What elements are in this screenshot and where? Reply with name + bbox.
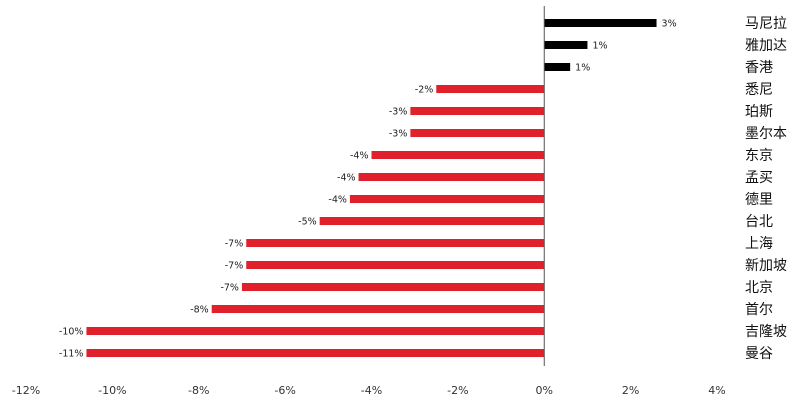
bar-13 xyxy=(241,283,545,291)
bar-3 xyxy=(544,63,571,71)
value-labels-group: 3% 1%1% -2% -3% -3% -4% -4% -4% -5% -7% -7% -7% -8% -… xyxy=(59,19,677,360)
category-label-6: 墨尔本 xyxy=(745,126,787,142)
category-label-3: 香港 xyxy=(745,60,773,76)
x-tick-label-9: 4% xyxy=(708,384,725,397)
x-tick-label-2: -10% xyxy=(98,384,126,397)
bar-9 xyxy=(349,195,545,203)
x-axis-ticks-group: -12% -10% -8% -6% -4% -2% 0% 2% 4% xyxy=(12,384,726,397)
bar-15 xyxy=(86,327,545,335)
x-tick-label-8: 2% xyxy=(622,384,639,397)
bar-1 xyxy=(544,19,657,27)
value-label-6: -3% xyxy=(389,129,408,140)
value-label-11: -7% xyxy=(225,239,244,250)
bar-5 xyxy=(410,107,545,115)
value-label-13: -7% xyxy=(220,283,239,294)
bar-12 xyxy=(246,261,545,269)
bar-16 xyxy=(86,349,545,357)
category-label-5: 珀斯 xyxy=(745,104,773,120)
category-label-4: 悉尼 xyxy=(745,82,773,98)
category-label-7: 东京 xyxy=(745,148,773,164)
value-label-3: 1% xyxy=(575,63,590,74)
bar-2 xyxy=(544,41,588,49)
category-label-14: 首尔 xyxy=(745,302,773,318)
category-label-2: 雅加达 xyxy=(745,38,787,54)
bar-10 xyxy=(319,217,545,225)
value-label-15: -10% xyxy=(59,327,84,338)
x-tick-label-5: -4% xyxy=(361,384,382,397)
category-label-8: 孟买 xyxy=(745,170,773,186)
category-label-9: 德里 xyxy=(745,192,773,208)
value-label-14: -8% xyxy=(190,305,209,316)
value-label-4: -2% xyxy=(415,85,434,96)
value-label-9: -4% xyxy=(328,195,347,206)
bar-14 xyxy=(211,305,545,313)
bar-7 xyxy=(371,151,545,159)
value-label-1: 3% xyxy=(662,19,677,30)
value-label-12: -7% xyxy=(225,261,244,272)
value-label-2: 1% xyxy=(592,41,607,52)
category-label-12: 新加坡 xyxy=(745,258,787,274)
value-label-7: -4% xyxy=(350,151,369,162)
category-label-15: 吉隆坡 xyxy=(745,324,787,340)
value-label-8: -4% xyxy=(337,173,356,184)
category-label-11: 上海 xyxy=(745,236,773,252)
category-label-1: 马尼拉 xyxy=(745,16,787,32)
value-label-16: -11% xyxy=(59,349,84,360)
bar-11 xyxy=(246,239,545,247)
bar-8 xyxy=(358,173,545,181)
x-tick-label-3: -8% xyxy=(188,384,209,397)
category-label-10: 台北 xyxy=(745,214,773,230)
x-tick-label-7: 0% xyxy=(536,384,553,397)
category-label-16: 曼谷 xyxy=(745,346,773,362)
bars-group xyxy=(86,19,657,357)
category-label-13: 北京 xyxy=(745,280,773,296)
bar-6 xyxy=(410,129,545,137)
value-label-10: -5% xyxy=(298,217,317,228)
bar-4 xyxy=(436,85,545,93)
value-label-5: -3% xyxy=(389,107,408,118)
x-tick-label-1: -12% xyxy=(12,384,40,397)
x-tick-label-6: -2% xyxy=(447,384,468,397)
x-tick-label-4: -6% xyxy=(274,384,295,397)
